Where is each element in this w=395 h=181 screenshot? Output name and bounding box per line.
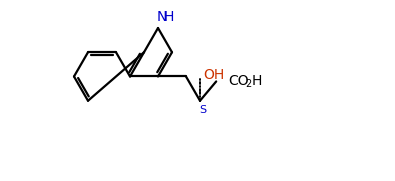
Text: 2: 2 — [245, 79, 252, 89]
Text: CO: CO — [228, 74, 249, 89]
Text: H: H — [164, 10, 174, 24]
Text: OH: OH — [203, 68, 225, 82]
Text: H: H — [251, 74, 261, 89]
Text: S: S — [199, 105, 207, 115]
Text: N: N — [157, 10, 167, 24]
